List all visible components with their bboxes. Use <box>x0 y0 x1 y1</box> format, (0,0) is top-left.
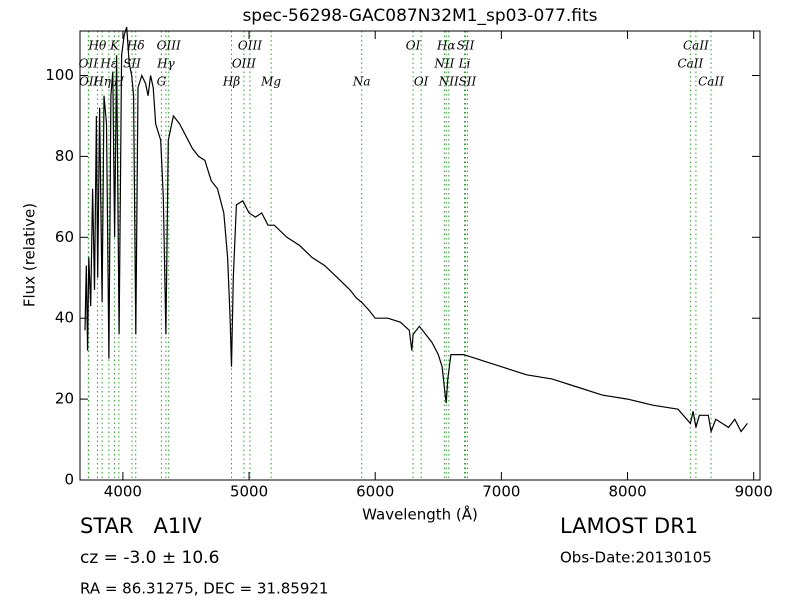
spectral-line-label: Hδ <box>126 39 145 53</box>
spectral-line-label: H <box>113 75 125 89</box>
spectral-line-label: OIII <box>232 57 256 71</box>
y-tick-label: 60 <box>55 228 74 246</box>
spectral-line-label: OIII <box>157 39 181 53</box>
y-axis-label: Flux (relative) <box>21 203 39 307</box>
spectral-line-label: OI <box>406 39 421 53</box>
spectral-line-label: K <box>109 39 120 53</box>
spectral-line-label: CaII <box>677 57 703 71</box>
x-tick-label: 4000 <box>104 483 142 501</box>
spectral-line-label: Hθ <box>88 39 107 53</box>
y-tick-label: 0 <box>64 471 74 489</box>
spectral-line-label: Hε <box>99 57 117 71</box>
spectral-line-label: Hγ <box>156 57 175 71</box>
x-tick-label: 9000 <box>735 483 773 501</box>
y-tick-label: 80 <box>55 147 74 165</box>
spectral-line-label: Hη <box>92 75 111 89</box>
obs-date: Obs-Date:20130105 <box>560 549 712 567</box>
y-tick-label: 40 <box>55 309 74 327</box>
y-tick-label: 20 <box>55 390 74 408</box>
spectral-line-label: SII <box>123 57 141 71</box>
survey: LAMOST DR1 <box>560 514 698 538</box>
spectral-line-label: Li <box>458 57 471 71</box>
x-axis-label: Wavelength (Å) <box>362 505 478 524</box>
plot-frame <box>79 30 761 481</box>
spectral-line-label: G <box>157 75 167 89</box>
spectral-line-label: Hα <box>436 39 456 53</box>
x-tick-label: 6000 <box>356 483 394 501</box>
spectral-line-label: Mg <box>260 75 281 89</box>
spectral-line-label: OII <box>79 75 99 89</box>
spectral-line-label: OIII <box>238 39 262 53</box>
y-tick-label: 100 <box>45 66 74 84</box>
spectrum <box>84 26 748 434</box>
object-class: STAR A1IV <box>80 514 202 538</box>
spectral-line-label: SII <box>459 75 477 89</box>
spectral-line-label: Na <box>352 75 371 89</box>
spectral-line-label: NII <box>438 75 459 89</box>
cz: cz = -3.0 ± 10.6 <box>80 548 219 568</box>
spectral-line-label: CaII <box>683 39 709 53</box>
coordinates: RA = 86.31275, DEC = 31.85921 <box>80 580 328 598</box>
spectral-line-label: CaII <box>698 75 724 89</box>
x-tick-label: 7000 <box>482 483 520 501</box>
spectral-line-label: OI <box>414 75 429 89</box>
spectral-line-label: NII <box>433 57 454 71</box>
x-tick-label: 8000 <box>608 483 646 501</box>
spectral-line-label: Hβ <box>222 75 240 89</box>
chart-title: spec-56298-GAC087N32M1_sp03-077.fits <box>242 6 597 26</box>
x-tick-label: 5000 <box>230 483 268 501</box>
spectral-line-label: SII <box>457 39 475 53</box>
